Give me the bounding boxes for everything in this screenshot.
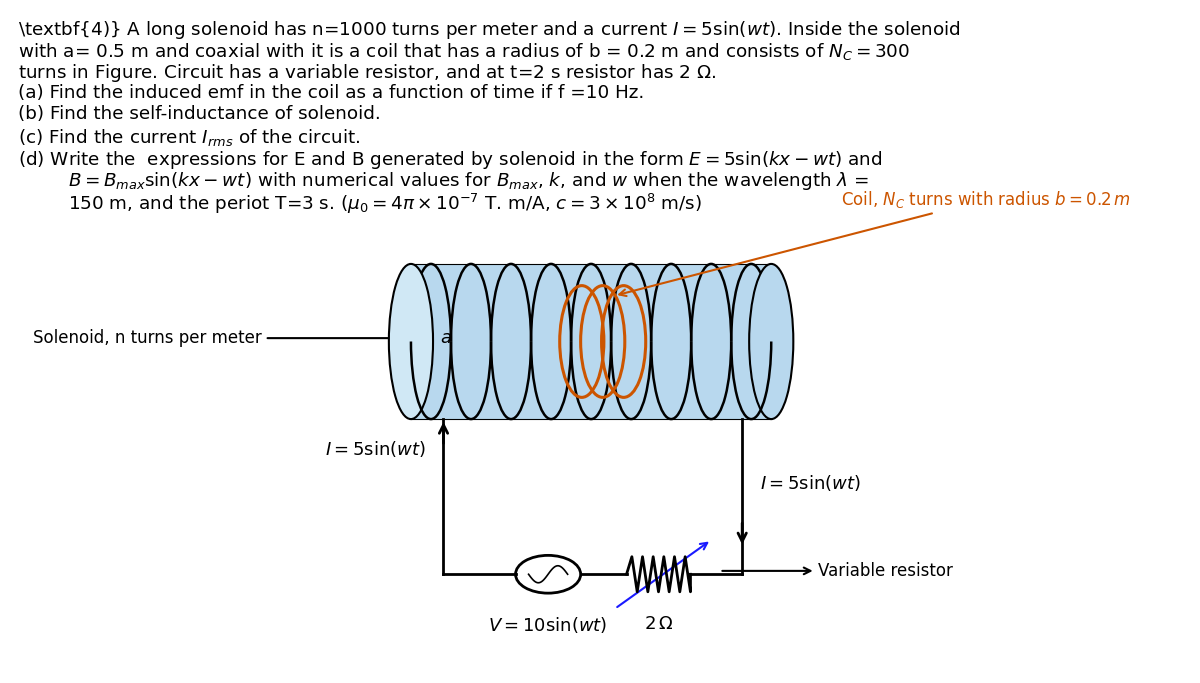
Text: turns in Figure. Circuit has a variable resistor, and at t=2 s resistor has 2 $\: turns in Figure. Circuit has a variable … <box>18 62 716 84</box>
Text: $I = 5\sin(wt)$: $I = 5\sin(wt)$ <box>325 439 426 460</box>
Text: $V = 10\sin(wt)$: $V = 10\sin(wt)$ <box>488 615 607 635</box>
Text: (b) Find the self-inductance of solenoid.: (b) Find the self-inductance of solenoid… <box>18 105 380 124</box>
Text: (c) Find the current $I_{rms}$ of the circuit.: (c) Find the current $I_{rms}$ of the ci… <box>18 127 360 148</box>
Text: $I = 5\sin(wt)$: $I = 5\sin(wt)$ <box>760 473 860 493</box>
FancyBboxPatch shape <box>410 264 772 419</box>
Text: Coil, $N_C$ turns with radius $b = 0.2\,m$: Coil, $N_C$ turns with radius $b = 0.2\,… <box>619 189 1130 296</box>
Text: Solenoid, n turns per meter: Solenoid, n turns per meter <box>34 329 412 347</box>
Ellipse shape <box>749 264 793 419</box>
Text: (d) Write the  expressions for E and B generated by solenoid in the form $E = 5\: (d) Write the expressions for E and B ge… <box>18 148 883 171</box>
Text: (a) Find the induced emf in the coil as a function of time if f =10 Hz.: (a) Find the induced emf in the coil as … <box>18 84 644 102</box>
Text: with a= 0.5 m and coaxial with it is a coil that has a radius of b = 0.2 m and c: with a= 0.5 m and coaxial with it is a c… <box>18 40 911 61</box>
Text: 150 m, and the periot T=3 s. ($\mu_0 = 4\pi \times 10^{-7}$ T. m/A, $c = 3 \time: 150 m, and the periot T=3 s. ($\mu_0 = 4… <box>68 192 702 216</box>
Text: $2\,\Omega$: $2\,\Omega$ <box>644 615 673 632</box>
Text: $B = B_{max}\sin(kx - wt)$ with numerical values for $B_{max}$, $k$, and $w$ whe: $B = B_{max}\sin(kx - wt)$ with numerica… <box>68 170 869 192</box>
Text: \textbf{4)} A long solenoid has n=1000 turns per meter and a current $I = 5\sin(: \textbf{4)} A long solenoid has n=1000 t… <box>18 19 961 41</box>
Ellipse shape <box>389 264 433 419</box>
Text: a: a <box>440 329 451 347</box>
Text: Variable resistor: Variable resistor <box>722 562 953 580</box>
